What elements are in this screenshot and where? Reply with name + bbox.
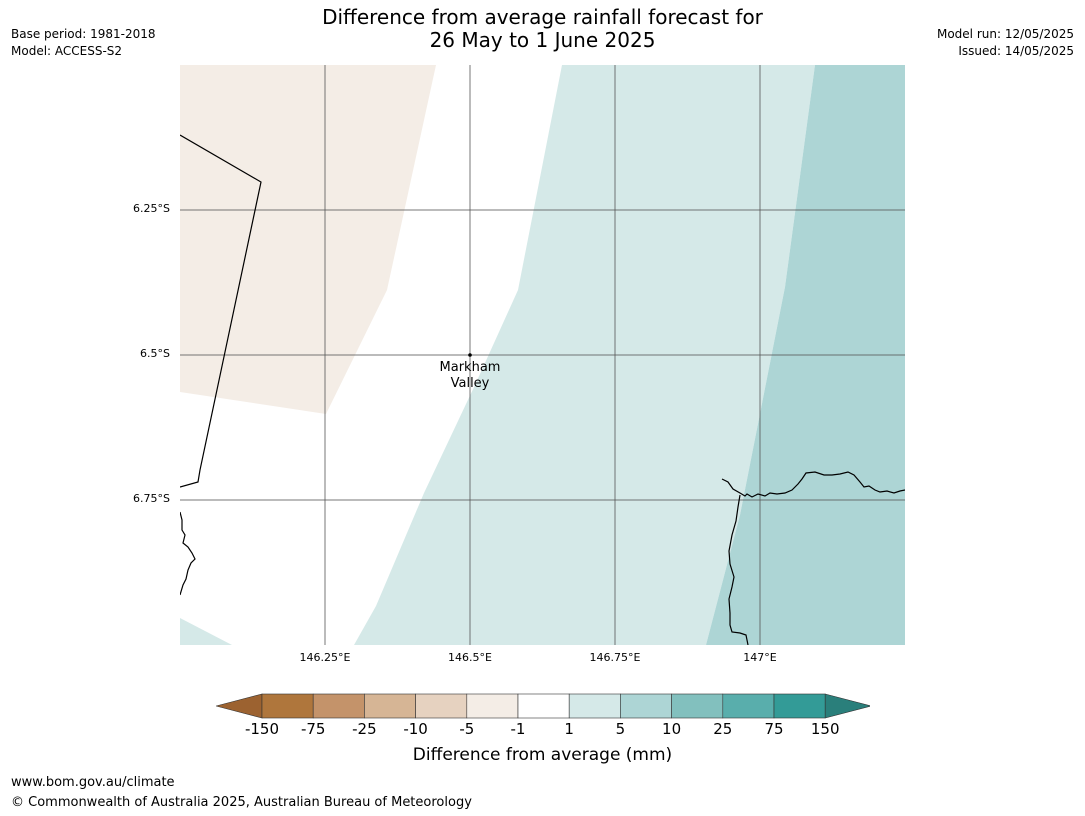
colorbar-segment <box>722 693 775 719</box>
place-label-line-2: Valley <box>450 376 490 391</box>
coast-east <box>721 471 905 498</box>
lon-label-146-25: 146.25°E <box>299 651 351 664</box>
issued-date: Issued: 14/05/2025 <box>958 44 1074 58</box>
colorbar-tick-label: 10 <box>662 720 682 738</box>
colorbar-segment <box>261 693 314 719</box>
colorbar-segment <box>312 693 365 719</box>
coast-west <box>180 511 196 596</box>
lat-label-6-5: 6.5°S <box>140 347 170 360</box>
colorbar-segments <box>216 693 870 719</box>
model-name: Model: ACCESS-S2 <box>11 44 123 58</box>
colorbar-tick-label: -25 <box>352 720 377 738</box>
lat-label-6-75: 6.75°S <box>133 492 170 505</box>
place-label: Markham Valley <box>410 360 530 392</box>
colorbar-tick-label: -5 <box>459 720 475 738</box>
border-line <box>180 134 262 488</box>
meta-left: Base period: 1981-2018 Model: ACCESS-S2 <box>11 26 156 60</box>
colorbar <box>216 693 870 719</box>
colorbar-tick-label: -1 <box>510 720 526 738</box>
region-1-to-5-bottom-left <box>180 618 232 645</box>
colorbar-tick-label: 5 <box>615 720 626 738</box>
lon-label-146-5: 146.5°E <box>448 651 492 664</box>
forecast-map <box>180 65 905 645</box>
colorbar-tick-label: 1 <box>564 720 574 738</box>
lat-label-6-25: 6.25°S <box>133 202 170 215</box>
colorbar-segment <box>568 693 621 719</box>
chart-title: Difference from average rainfall forecas… <box>0 6 1085 52</box>
place-label-line-1: Markham <box>439 360 501 375</box>
colorbar-tick-label: -150 <box>244 720 280 738</box>
region-minus5-to-minus1 <box>180 65 436 414</box>
lon-label-147: 147°E <box>743 651 777 664</box>
footer-copyright: © Commonwealth of Australia 2025, Austra… <box>11 795 472 810</box>
colorbar-segment <box>466 693 519 719</box>
colorbar-tick-label: 25 <box>713 720 733 738</box>
coast-peninsula <box>728 494 749 645</box>
colorbar-extend-high <box>824 693 870 719</box>
colorbar-tick-label: -10 <box>403 720 428 738</box>
colorbar-segment <box>517 693 570 719</box>
footer-url: www.bom.gov.au/climate <box>11 775 175 790</box>
colorbar-tick-label: 75 <box>764 720 784 738</box>
meta-right: Model run: 12/05/2025 Issued: 14/05/2025 <box>937 26 1074 60</box>
base-period: Base period: 1981-2018 <box>11 27 156 41</box>
coastlines <box>180 134 905 645</box>
colorbar-tick-label: 150 <box>810 720 840 738</box>
colorbar-segment <box>415 693 468 719</box>
title-line-2: 26 May to 1 June 2025 <box>429 28 656 52</box>
colorbar-tick-label: -75 <box>300 720 326 738</box>
colorbar-segment <box>671 693 724 719</box>
colorbar-segment <box>620 693 672 719</box>
lon-label-146-75: 146.75°E <box>589 651 641 664</box>
colorbar-title: Difference from average (mm) <box>412 745 673 765</box>
markham-valley-marker <box>468 353 472 357</box>
colorbar-segment <box>773 693 826 719</box>
colorbar-segment <box>364 693 416 719</box>
title-line-1: Difference from average rainfall forecas… <box>322 5 763 29</box>
colorbar-extend-low <box>216 693 263 719</box>
model-run: Model run: 12/05/2025 <box>936 27 1074 41</box>
